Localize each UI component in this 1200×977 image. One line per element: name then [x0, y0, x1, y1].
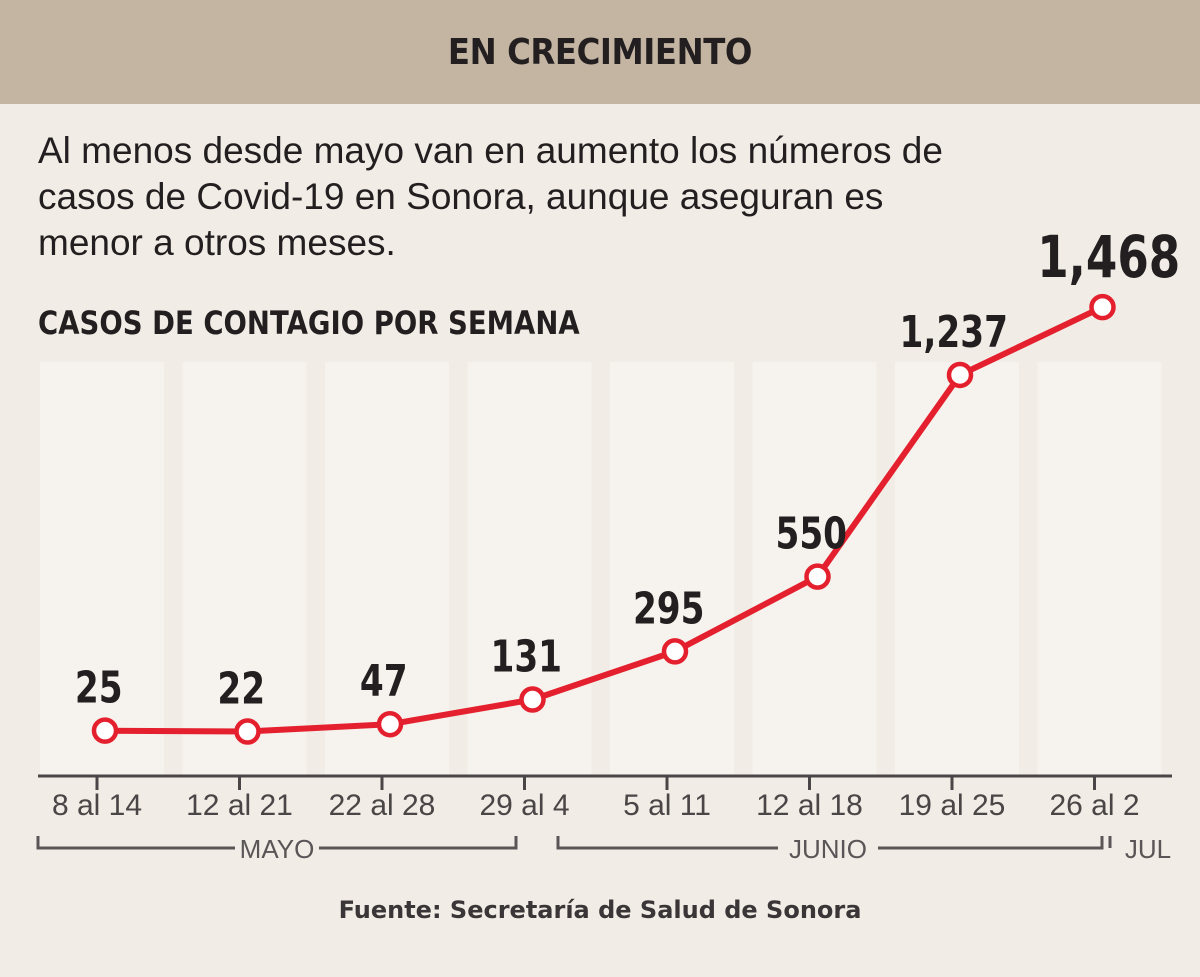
x-tick-label: 12 al 18: [756, 789, 863, 822]
column-band: [610, 362, 734, 776]
data-label: 550: [775, 508, 847, 559]
column-band: [40, 362, 164, 776]
column-band: [1037, 362, 1162, 776]
x-tick-label: 5 al 11: [623, 789, 711, 822]
chart-subtitle: CASOS DE CONTAGIO POR SEMANA: [38, 304, 580, 342]
month-label: JUNIO: [789, 834, 867, 864]
data-point: [234, 718, 261, 745]
header-title: EN CRECIMIENTO: [447, 31, 753, 73]
data-point: [91, 717, 119, 744]
column-band: [467, 362, 592, 776]
data-label: 295: [633, 583, 705, 634]
x-tick-label: 26 al 2: [1049, 789, 1139, 822]
data-point: [661, 638, 689, 665]
x-tick-label: 19 al 25: [899, 789, 1006, 822]
x-tick-label: 29 al 4: [479, 789, 569, 822]
data-label: 1,237: [900, 307, 1009, 358]
data-label: 1,468: [1037, 225, 1180, 292]
data-point: [804, 563, 831, 590]
header-bar: EN CRECIMIENTO: [0, 0, 1200, 104]
intro-text: Al menos desde mayo van en aumento los n…: [38, 130, 943, 263]
x-tick-label: 22 al 28: [329, 789, 436, 822]
source-note: Fuente: Secretaría de Salud de Sonora: [338, 896, 862, 924]
data-label: 22: [217, 663, 265, 714]
data-point: [946, 361, 974, 389]
column-band: [325, 362, 449, 776]
month-label-gap: [235, 834, 319, 862]
data-point: [376, 710, 404, 738]
data-point: [519, 686, 546, 713]
column-band: [182, 362, 307, 776]
month-label: JUL: [1125, 834, 1171, 864]
data-label: 25: [75, 663, 123, 714]
data-label: 131: [490, 631, 562, 682]
x-tick-label: 8 al 14: [52, 789, 142, 822]
data-label: 47: [360, 656, 408, 707]
column-band: [895, 362, 1019, 776]
month-label-gap: [778, 834, 878, 862]
x-tick-label: 12 al 21: [186, 789, 293, 822]
data-point: [1089, 293, 1116, 321]
month-label: MAYO: [240, 834, 315, 864]
series-line: [102, 304, 1106, 735]
